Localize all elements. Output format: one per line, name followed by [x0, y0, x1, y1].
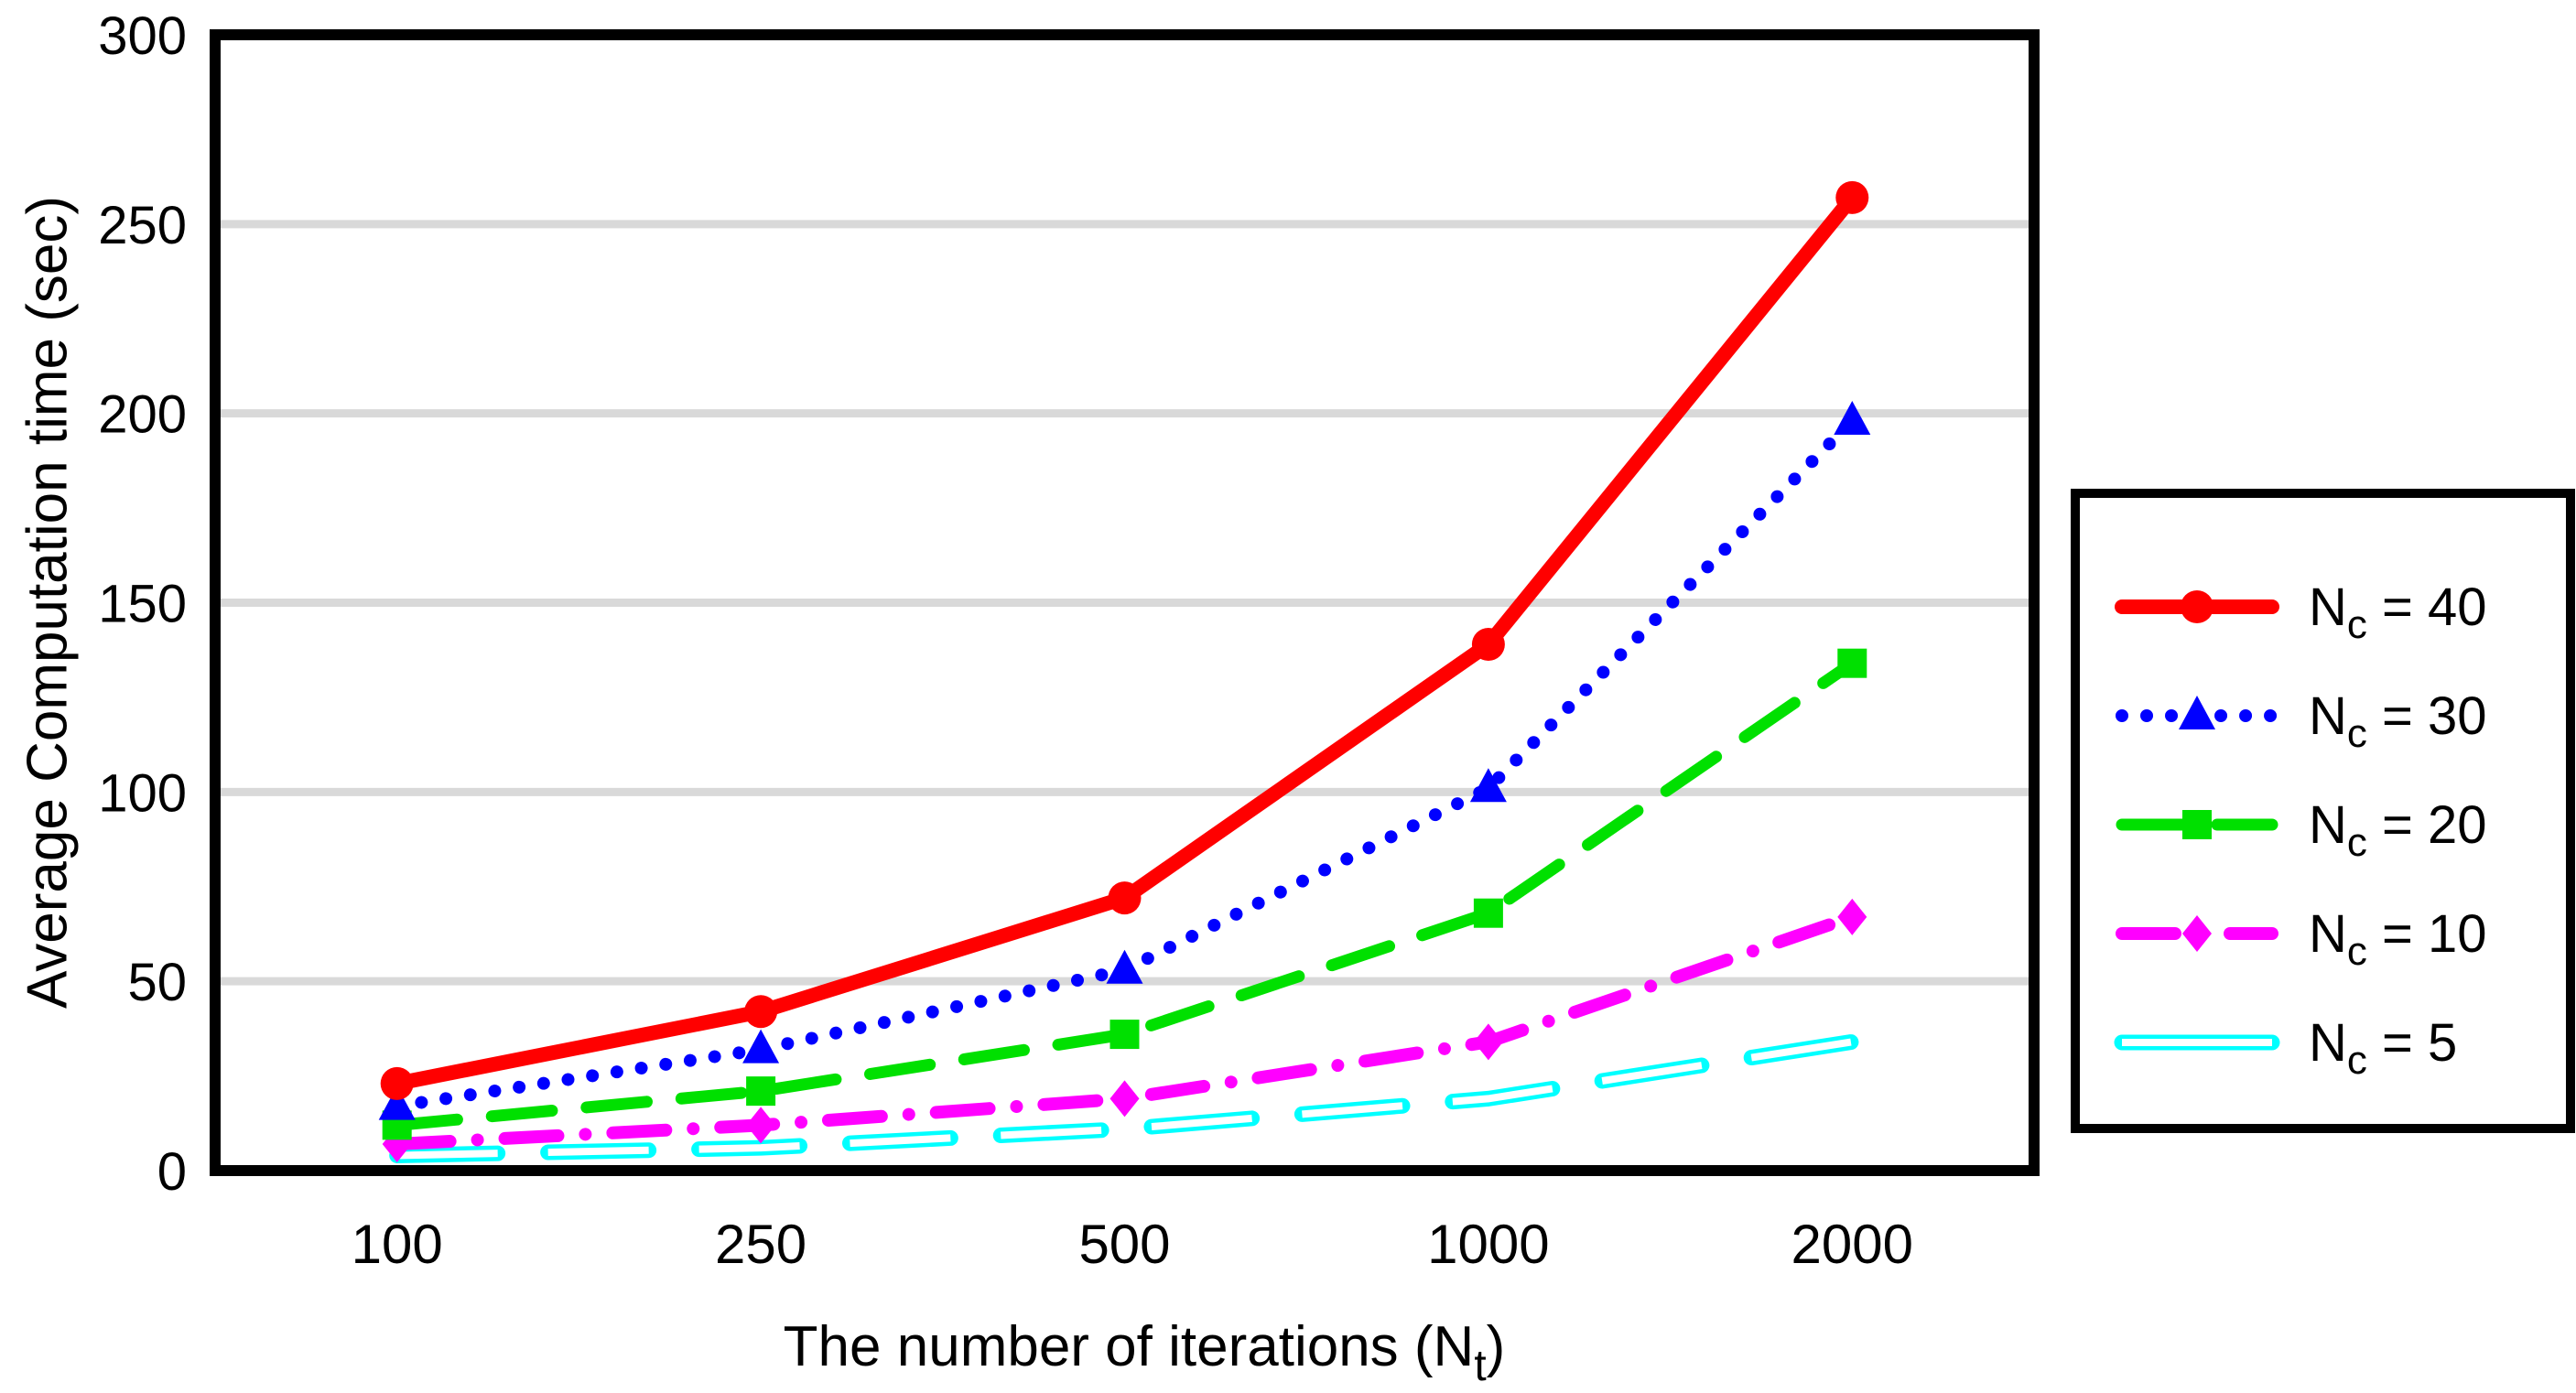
legend-item-nc-5: Nc = 5 — [2114, 1013, 2457, 1083]
y-axis-tick-labels: 0 50 100 150 200 250 300 — [98, 6, 187, 1202]
legend: Nc = 40 Nc = 30 Nc = 20 Nc = 10 Nc = 5 — [2071, 489, 2575, 1133]
legend-item-nc-30: Nc = 30 — [2116, 686, 2487, 756]
legend-item-nc-10: Nc = 10 — [2116, 904, 2487, 974]
marker-nc-20 — [746, 1076, 776, 1107]
marker-nc-40 — [1835, 180, 1869, 214]
y-tick-label: 100 — [98, 763, 187, 823]
y-tick-label: 50 — [127, 953, 187, 1012]
series-line-inner-nc-5 — [396, 1038, 1853, 1160]
series-markers-nc-40 — [380, 180, 1869, 1100]
marker-nc-30 — [1469, 768, 1507, 803]
legend-item-nc-40: Nc = 40 — [2115, 578, 2487, 647]
x-tick-label: 2000 — [1791, 1214, 1913, 1275]
series-line-nc-20 — [391, 657, 1858, 1131]
marker-nc-10 — [1837, 898, 1867, 935]
series-markers-nc-30 — [378, 400, 1871, 1120]
x-tick-label: 100 — [352, 1214, 443, 1275]
legend-label: Nc = 20 — [2309, 795, 2487, 865]
legend-marker-nc-30 — [2179, 696, 2215, 729]
x-tick-label: 500 — [1078, 1214, 1170, 1275]
x-axis-title: The number of iterations (Nt) — [784, 1315, 1506, 1390]
marker-nc-40 — [380, 1066, 414, 1100]
marker-nc-40 — [1108, 881, 1142, 915]
legend-label: Nc = 10 — [2309, 904, 2487, 974]
marker-nc-10 — [1109, 1080, 1140, 1118]
series-nc-20 — [382, 648, 1867, 1140]
y-tick-label: 300 — [98, 6, 187, 66]
marker-nc-30 — [378, 1085, 416, 1120]
x-tick-label: 250 — [715, 1214, 806, 1275]
y-tick-label: 200 — [98, 385, 187, 445]
series-markers-nc-20 — [382, 648, 1867, 1140]
y-axis-title: Average Computation time (sec) — [16, 196, 80, 1009]
gridlines — [221, 220, 2029, 986]
legend-marker-nc-40 — [2181, 590, 2213, 623]
series-nc-40 — [380, 180, 1869, 1100]
legend-label: Nc = 30 — [2309, 686, 2487, 756]
marker-nc-10 — [1473, 1023, 1503, 1061]
marker-nc-20 — [1473, 898, 1503, 928]
series-nc-5 — [389, 1033, 1860, 1163]
legend-box — [2071, 489, 2575, 1133]
marker-nc-30 — [1834, 400, 1871, 435]
legend-marker-nc-20 — [2182, 810, 2212, 839]
marker-nc-20 — [1837, 648, 1867, 678]
legend-label: Nc = 5 — [2309, 1013, 2457, 1083]
legend-label: Nc = 40 — [2309, 578, 2487, 647]
marker-nc-30 — [742, 1029, 780, 1064]
marker-nc-10 — [746, 1107, 776, 1144]
series-nc-30 — [378, 400, 1871, 1120]
marker-nc-40 — [744, 995, 778, 1029]
y-tick-label: 250 — [98, 196, 187, 255]
marker-nc-30 — [1106, 949, 1143, 984]
legend-marker-nc-10 — [2182, 915, 2212, 952]
y-tick-label: 0 — [157, 1142, 187, 1202]
legend-item-nc-20: Nc = 20 — [2116, 795, 2487, 865]
x-tick-label: 1000 — [1427, 1214, 1549, 1275]
marker-nc-40 — [1471, 628, 1505, 662]
y-tick-label: 150 — [98, 575, 187, 634]
marker-nc-20 — [1109, 1020, 1140, 1050]
plot-frame — [210, 29, 2040, 1176]
x-axis-tick-labels: 100 250 500 1000 2000 — [352, 1214, 1913, 1275]
